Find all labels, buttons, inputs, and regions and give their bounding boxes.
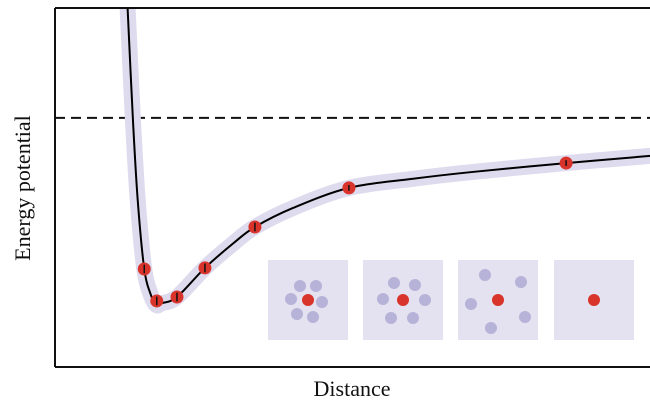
chart: Distance Energy potential [0, 0, 650, 404]
x-axis-label: Distance [314, 376, 391, 401]
y-axis-label: Energy potential [10, 115, 35, 261]
inset-panels [268, 260, 634, 340]
